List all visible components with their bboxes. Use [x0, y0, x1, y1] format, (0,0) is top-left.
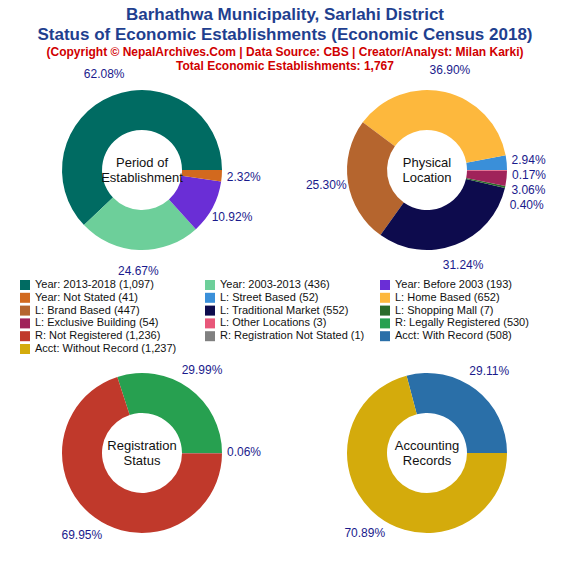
legend-swatch: [380, 306, 390, 316]
legend-swatch: [380, 318, 390, 328]
legend-label: R: Not Registered (1,236): [35, 329, 160, 341]
legend-swatch: [205, 306, 215, 316]
slice: [62, 377, 222, 533]
header-total: Total Economic Establishments: 1,767: [176, 59, 394, 73]
slices: [62, 90, 222, 250]
legend: Year: 2013-2018 (1,097) Year: 2003-2013 (…: [20, 278, 529, 354]
donut-chart: 29.99% 69.95% 0.06% RegistrationStatus: [62, 363, 262, 542]
legend-label: L: Other Locations (3): [220, 316, 326, 328]
data-label: 10.92%: [212, 210, 253, 224]
legend-label: L: Home Based (652): [395, 291, 500, 303]
legend-swatch: [20, 293, 30, 303]
legend-swatch: [20, 318, 30, 328]
legend-label: Acct: Without Record (1,237): [35, 342, 176, 354]
slices: [347, 373, 507, 533]
legend-swatch: [205, 318, 215, 328]
header-title: Barhathwa Municipality, Sarlahi District: [126, 5, 444, 24]
center-title: RegistrationStatus: [107, 438, 176, 468]
center-title: AccountingRecords: [395, 438, 459, 468]
legend-swatch: [20, 331, 30, 341]
data-label: 36.90%: [430, 63, 471, 77]
legend-label: R: Registration Not Stated (1): [220, 329, 364, 341]
legend-swatch: [20, 306, 30, 316]
slice: [182, 453, 222, 454]
data-label: 0.40%: [510, 198, 544, 212]
slice: [381, 179, 505, 250]
legend-swatch: [380, 331, 390, 341]
legend-label: L: Exclusive Building (54): [35, 316, 159, 328]
legend-label: Year: Before 2003 (193): [395, 278, 512, 290]
data-label: 69.95%: [62, 528, 103, 542]
slice: [347, 376, 507, 533]
data-label: 3.06%: [511, 183, 545, 197]
center-title: PhysicalLocation: [402, 155, 451, 185]
data-label: 31.24%: [443, 258, 484, 272]
slice: [466, 170, 507, 186]
legend-swatch: [20, 344, 30, 354]
legend-label: L: Shopping Mall (7): [395, 304, 493, 316]
slices: [62, 373, 222, 533]
slice: [467, 170, 507, 172]
data-label: 0.06%: [227, 445, 261, 459]
legend-swatch: [205, 280, 215, 290]
legend-swatch: [205, 293, 215, 303]
legend-swatch: [380, 293, 390, 303]
legend-swatch: [380, 280, 390, 290]
data-label: 29.99%: [182, 363, 223, 377]
slice: [182, 170, 222, 182]
data-label: 0.17%: [512, 168, 546, 182]
data-label: 62.08%: [84, 67, 125, 81]
slices: [347, 90, 507, 250]
data-label: 70.89%: [344, 526, 385, 540]
legend-swatch: [205, 331, 215, 341]
legend-label: Acct: With Record (508): [395, 329, 512, 341]
legend-label: R: Legally Registered (530): [395, 316, 529, 328]
data-label: 25.30%: [306, 178, 347, 192]
legend-swatch: [20, 280, 30, 290]
header-subtitle: Status of Economic Establishments (Econo…: [37, 25, 532, 44]
donut-chart: 62.08% 24.67% 10.92% 2.32% Period ofEstablis…: [62, 67, 261, 278]
header-credit: (Copyright © NepalArchives.Com | Data So…: [47, 45, 524, 59]
donut-chart: 29.11% 70.89% AccountingRecords: [344, 364, 509, 540]
data-label: 2.94%: [512, 153, 546, 167]
chart-root: Barhathwa Municipality, Sarlahi District…: [0, 0, 570, 570]
legend-label: L: Street Based (52): [220, 291, 318, 303]
data-label: 2.32%: [227, 170, 261, 184]
data-label: 29.11%: [469, 364, 509, 378]
center-title: Period ofEstablishment: [101, 155, 183, 185]
legend-label: L: Brand Based (447): [35, 304, 140, 316]
donut-chart: 2.94% 36.90% 25.30% 31.24% 0.40%3.06%0.17% Ph…: [306, 63, 546, 272]
legend-label: Year: 2003-2013 (436): [220, 278, 330, 290]
legend-label: L: Traditional Market (552): [220, 304, 348, 316]
legend-label: Year: 2013-2018 (1,097): [35, 278, 154, 290]
legend-label: Year: Not Stated (41): [35, 291, 138, 303]
data-label: 24.67%: [118, 264, 159, 278]
